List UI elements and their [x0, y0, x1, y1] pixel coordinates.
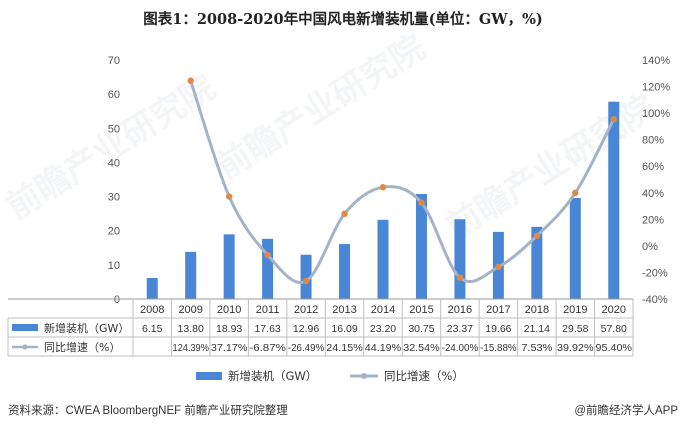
y-tick-right: 100%	[642, 108, 670, 120]
table-cell-line: 124.39%	[172, 343, 209, 354]
table-cell-bar: 18.93	[216, 323, 242, 335]
y-tick-right: 80%	[642, 135, 664, 147]
growth-point	[341, 210, 348, 218]
table-cell-line: -26.49%	[288, 343, 325, 354]
growth-point	[302, 277, 310, 285]
y-tick-left: 60	[108, 89, 120, 101]
table-cell-bar: 6.15	[142, 323, 163, 335]
growth-point	[572, 189, 579, 197]
table-cell-bar: 12.96	[293, 323, 319, 335]
x-tick-label: 2010	[217, 304, 241, 316]
y-tick-left: 0	[114, 294, 120, 306]
table-row-label-line: 同比增速（%）	[44, 340, 120, 354]
table-cell-bar: 16.09	[331, 323, 357, 335]
brand-credit: @前瞻经济学人APP	[574, 405, 678, 417]
growth-point	[187, 77, 194, 84]
growth-point	[264, 251, 271, 259]
table-row-label-bar: 新增装机（GW）	[44, 321, 129, 335]
x-tick-label: 2015	[409, 304, 433, 316]
bar	[185, 251, 197, 299]
legend-key-marker	[361, 373, 367, 379]
table-cell-line: 39.92%	[557, 343, 594, 354]
growth-point	[610, 116, 617, 123]
x-tick-label: 2020	[602, 304, 626, 316]
x-tick-label: 2011	[256, 304, 280, 316]
x-tick-label: 2008	[140, 304, 164, 316]
table-cell-line: -6.87%	[249, 343, 286, 354]
table-cell-bar: 23.37	[447, 323, 473, 335]
x-tick-label: 2016	[448, 304, 472, 316]
y-tick-right: 140%	[642, 55, 670, 67]
table-cell-line: 7.53%	[521, 343, 552, 354]
table-cell-line: 32.54%	[403, 343, 440, 354]
source-note: 资料来源：CWEA BloombergNEF 前瞻产业研究院整理	[8, 405, 288, 417]
legend-label-line: 同比增速（%）	[384, 369, 464, 383]
x-tick-label: 2013	[332, 304, 356, 316]
table-cell-bar: 21.14	[524, 323, 550, 335]
y-tick-left: 40	[108, 157, 120, 169]
y-tick-left: 30	[108, 192, 120, 204]
bar	[531, 226, 543, 299]
x-tick-label: 2014	[371, 304, 395, 316]
y-tick-right: 120%	[642, 82, 670, 94]
table-cell-bar: 29.58	[562, 323, 588, 335]
bar	[608, 101, 620, 299]
bar	[454, 219, 466, 299]
x-tick-label: 2019	[563, 304, 587, 316]
table-cell-bar: 30.75	[408, 323, 434, 335]
chart-title: 图表1：2008-2020年中国风电新增装机量(单位：GW，%)	[143, 11, 543, 28]
bar	[262, 238, 274, 299]
table-key-marker	[22, 344, 28, 350]
x-tick-label: 2018	[525, 304, 549, 316]
y-tick-left: 10	[108, 260, 120, 272]
table-cell-line: 37.17%	[211, 343, 248, 354]
y-tick-left: 70	[108, 55, 120, 67]
bar	[223, 234, 235, 299]
y-tick-right: -40%	[642, 294, 668, 306]
bar	[569, 198, 581, 299]
y-tick-left: 50	[108, 123, 120, 135]
table-cell-line: -15.88%	[480, 343, 517, 354]
y-tick-right: 0%	[642, 241, 658, 253]
table-cell-bar: 57.80	[601, 323, 627, 335]
bar	[339, 244, 351, 299]
growth-point	[456, 274, 464, 281]
table-cell-bar: 17.63	[254, 323, 280, 335]
y-tick-right: -20%	[642, 267, 668, 279]
y-tick-right: 40%	[642, 188, 664, 200]
table-cell-line: 95.40%	[596, 343, 633, 354]
growth-point	[495, 263, 502, 271]
bar	[415, 194, 427, 299]
bar	[300, 254, 312, 299]
x-tick-label: 2017	[486, 304, 510, 316]
growth-point	[379, 184, 387, 191]
legend-label-bar: 新增装机（GW）	[228, 369, 317, 383]
growth-point	[418, 199, 425, 206]
bar	[377, 219, 389, 299]
table-cell-bar: 13.80	[178, 323, 204, 335]
y-tick-left: 20	[108, 226, 120, 238]
table-cell-bar: 23.20	[370, 323, 396, 335]
table-cell-bar: 19.66	[485, 323, 511, 335]
x-tick-label: 2012	[294, 304, 318, 316]
table-key-bar	[12, 324, 38, 331]
bar	[146, 278, 158, 299]
table-cell-line: -24.00%	[442, 343, 479, 354]
growth-point	[533, 232, 541, 240]
legend-key-bar	[196, 372, 222, 380]
table-cell-line: 44.19%	[365, 343, 402, 354]
y-tick-right: 20%	[642, 214, 664, 226]
x-tick-label: 2009	[178, 304, 202, 316]
table-cell-line: 24.15%	[326, 343, 363, 354]
y-tick-right: 60%	[642, 161, 664, 173]
growth-point	[225, 193, 233, 200]
growth-line	[189, 80, 616, 284]
